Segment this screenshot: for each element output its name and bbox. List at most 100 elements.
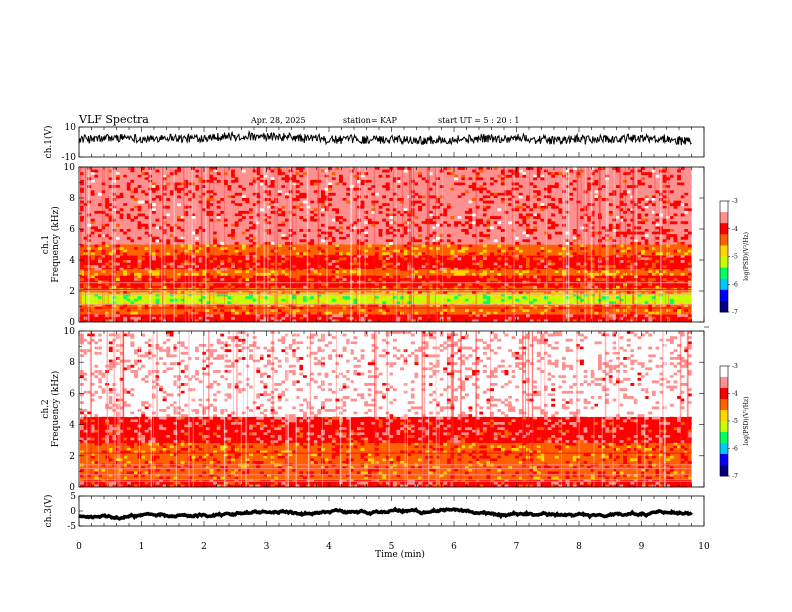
spectrogram-cell [669,280,674,284]
spectrogram-cell [213,172,217,176]
spectrogram-cell [490,182,494,186]
spectrogram-cell [231,229,235,232]
spectrogram-cell [105,283,110,287]
spectrogram-cell [479,283,484,287]
spectrogram-cell [378,236,383,240]
spectrogram-cell [562,187,566,191]
spectrogram-cell [551,185,556,188]
spectrogram-cell [655,210,660,214]
spectrogram-cell [367,229,372,232]
spectrogram-cell [533,241,538,245]
spectrogram-cell [310,203,315,207]
spectrogram-cell [331,236,336,240]
spectrogram-cell [234,296,239,300]
spectrogram-cell [540,213,545,217]
spectrogram-cell [80,229,84,232]
spectrogram-cell [648,278,653,281]
spectrogram-cell [180,216,185,219]
spectrogram-cell [421,200,426,204]
spectrogram-cell [299,270,304,274]
spectrogram-cell [267,187,271,191]
spectrogram-cell [508,169,512,173]
spectrogram-cell [468,226,473,230]
spectrogram-cell [410,239,415,243]
spectrogram-cell [295,198,300,201]
spectrogram-cell [367,275,372,279]
spectrogram-cell [191,262,196,266]
spectrogram-cell [522,229,527,232]
spectrogram-cell [378,270,383,274]
spectrogram-cell [508,203,512,207]
spectrogram-cell [536,205,541,209]
impulse-streak [149,167,151,322]
spectrogram-cell [159,226,163,230]
spectrogram-cell [191,265,196,269]
spectrogram-cell [123,298,128,302]
spectrogram-cell [522,270,527,274]
spectrogram-cell [461,249,466,253]
spectrogram-cell [536,192,541,196]
spectrogram-cell [321,177,325,181]
spectrogram-cell [576,257,581,261]
spectrogram-cell [637,205,642,209]
spectrogram-cell [353,203,358,207]
spectrogram-cell [472,319,476,323]
spectrogram-cell [288,283,293,287]
spectrogram-cell [259,190,264,194]
impulse-streak [475,167,478,322]
spectrogram-cell [669,298,674,302]
spectrogram-cell [490,298,494,302]
spectrogram-cell [464,247,469,250]
spectrogram-cell [662,205,667,209]
spectrogram-cell [515,316,520,320]
spectrogram-cell [267,208,271,212]
spectrogram-cell [580,226,584,230]
spectrogram-cell [231,172,235,176]
spectrogram-cell [270,309,275,312]
spectrogram-cell [119,283,124,287]
station-label: station= KAP [343,116,398,125]
spectrogram-cell [479,169,484,173]
spectrogram-cell [486,267,491,271]
spectrogram-cell [227,218,232,222]
spectrogram-cell [493,239,498,243]
spectrogram-cell [360,293,365,297]
spectrogram-cell [454,301,458,305]
spectrogram-cell [252,298,257,302]
spectrogram-cell [544,293,548,297]
spectrogram-cell [292,285,297,289]
spectrogram-cell [134,257,138,261]
spectrogram-cell [472,265,476,269]
spectrogram-cell [385,257,390,261]
spectrogram-cell [112,303,117,307]
spectrogram-cell [378,200,383,204]
spectrogram-cell [241,195,246,199]
spectrogram-cell [569,200,574,204]
spectrogram-cell [378,267,383,271]
spectrogram-cell [518,226,523,230]
spectrogram-cell [346,252,351,256]
spectrogram-cell [619,223,624,227]
spectrogram-cell [195,247,199,250]
spectrogram-cell [673,195,678,199]
spectrogram-cell [547,172,552,176]
spectrogram-cell [328,192,333,196]
spectrogram-cell [547,270,552,274]
impulse-streak [161,167,163,322]
spectrogram-cell [267,216,271,219]
spectrogram-cell [159,280,163,284]
spectrogram-cell [482,316,487,320]
spectrogram-cell [547,291,552,294]
spectrogram-cell [375,187,379,191]
spectrogram-cell [339,309,343,312]
spectrogram-cell [270,257,275,261]
spectrogram-cell [414,223,419,227]
spectrogram-cell [518,223,523,227]
spectrogram-cell [569,205,574,209]
spectrogram-cell [580,309,584,312]
spectrogram-cell [601,198,606,201]
spectrogram-cell [159,210,163,214]
spectrogram-cell [310,241,315,245]
spectrogram-cell [249,303,253,307]
spectrogram-cell [382,169,387,173]
